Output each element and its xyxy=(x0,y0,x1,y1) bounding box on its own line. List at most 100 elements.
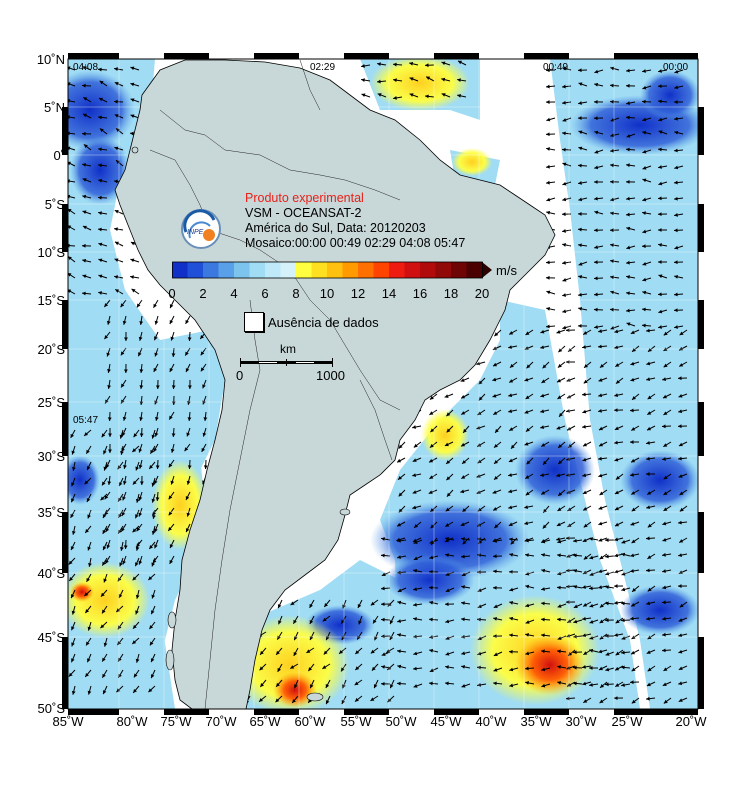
colorbar-segment xyxy=(188,262,204,278)
frame-tick xyxy=(62,402,68,456)
colorbar-segment xyxy=(203,262,219,278)
lon-label: 25˚W xyxy=(605,715,649,729)
colorbar-segment xyxy=(405,262,421,278)
region-date-label: América do Sul, Data: 20120203 xyxy=(245,221,426,235)
no-data-swatch xyxy=(244,312,264,332)
frame-tick xyxy=(698,637,704,709)
colorbar-tick-label: 10 xyxy=(312,287,342,301)
colorbar-tick-label: 16 xyxy=(405,287,435,301)
lon-label: 65˚W xyxy=(243,715,287,729)
frame-tick xyxy=(698,512,704,573)
colorbar-tick-label: 18 xyxy=(436,287,466,301)
frame-tick xyxy=(344,53,389,59)
product-info: INPE Produto experimental VSM - OCEANSAT… xyxy=(178,190,498,260)
lon-label: 85˚W xyxy=(46,715,90,729)
inpe-logo-icon: INPE xyxy=(180,208,222,250)
pass-time-label: 00:00 xyxy=(663,62,688,73)
no-data-label: Ausência de dados xyxy=(268,315,379,330)
lon-label: 35˚W xyxy=(514,715,558,729)
colorbar-segment xyxy=(172,262,188,278)
lat-label: 35˚S xyxy=(25,506,65,520)
colorbar-tick-label: 20 xyxy=(467,287,497,301)
scale-bar-lines xyxy=(240,358,336,368)
lon-label: 40˚W xyxy=(469,715,513,729)
lon-label: 70˚W xyxy=(199,715,243,729)
lat-label: 25˚S xyxy=(25,396,65,410)
colorbar-segment xyxy=(374,262,390,278)
mosaic-label: Mosaico:00:00 00:49 02:29 04:08 05:47 xyxy=(245,236,465,250)
pass-time-label: 04:08 xyxy=(73,62,98,73)
pass-time-label: 02:29 xyxy=(310,62,335,73)
lat-label: 5˚N xyxy=(25,101,65,115)
colorbar-segment xyxy=(389,262,405,278)
colorbar-tick-label: 12 xyxy=(343,287,373,301)
frame-tick xyxy=(164,53,209,59)
colorbar-arrow xyxy=(482,262,492,278)
frame-tick xyxy=(434,53,479,59)
lon-label: 45˚W xyxy=(424,715,468,729)
lat-label: 20˚S xyxy=(25,343,65,357)
colorbar-tick-label: 2 xyxy=(188,287,218,301)
lat-label: 15˚S xyxy=(25,294,65,308)
colorbar-tick-label: 14 xyxy=(374,287,404,301)
pass-time-label: 05:47 xyxy=(73,415,98,426)
colorbar-segment xyxy=(265,262,281,278)
colorbar-tick-label: 0 xyxy=(157,287,187,301)
colorbar-segment xyxy=(219,262,235,278)
scale-min-label: 0 xyxy=(236,368,243,383)
colorbar-segment xyxy=(436,262,452,278)
lat-label: 10˚S xyxy=(25,246,65,260)
lat-label: 0˚ xyxy=(25,149,65,163)
frame-tick xyxy=(524,53,569,59)
colorbar-tick-label: 6 xyxy=(250,287,280,301)
product-title: Produto experimental xyxy=(245,191,364,205)
pass-time-label: 00:49 xyxy=(543,62,568,73)
lon-label: 55˚W xyxy=(334,715,378,729)
colorbar-unit: m/s xyxy=(496,263,517,278)
colorbar-segment xyxy=(327,262,343,278)
colorbar-tick-label: 4 xyxy=(219,287,249,301)
lon-label: 30˚W xyxy=(559,715,603,729)
lon-label: 60˚W xyxy=(288,715,332,729)
colorbar-segment xyxy=(250,262,266,278)
colorbar-segment xyxy=(312,262,328,278)
colorbar-segment xyxy=(296,262,312,278)
scale-unit: km xyxy=(280,342,296,356)
colorbar-segment xyxy=(343,262,359,278)
frame-tick xyxy=(68,53,119,59)
sensor-label: VSM - OCEANSAT-2 xyxy=(245,206,361,220)
scale-bar: km 0 1000 xyxy=(236,342,366,382)
lat-label: 5˚S xyxy=(25,198,65,212)
frame-tick xyxy=(698,300,704,349)
colorbar-segment xyxy=(451,262,467,278)
lon-label: 80˚W xyxy=(110,715,154,729)
colorbar-segment xyxy=(358,262,374,278)
colorbar-tick-label: 8 xyxy=(281,287,311,301)
lat-label: 45˚S xyxy=(25,631,65,645)
colorbar-segment xyxy=(234,262,250,278)
no-data-legend: Ausência de dados xyxy=(244,312,424,334)
frame-tick xyxy=(62,512,68,573)
colorbar-scale xyxy=(172,259,512,289)
frame-tick xyxy=(698,402,704,456)
lat-label: 40˚S xyxy=(25,567,65,581)
lat-label: 30˚S xyxy=(25,450,65,464)
map-content xyxy=(45,55,710,715)
frame-tick xyxy=(254,53,299,59)
lon-label: 75˚W xyxy=(154,715,198,729)
colorbar-segment xyxy=(420,262,436,278)
colorbar-segment xyxy=(281,262,297,278)
frame-tick xyxy=(698,107,704,155)
lon-label: 20˚W xyxy=(669,715,713,729)
scale-max-label: 1000 xyxy=(316,368,345,383)
frame-tick xyxy=(614,53,698,59)
frame-tick xyxy=(698,204,704,252)
frame-tick xyxy=(62,637,68,709)
lon-label: 50˚W xyxy=(379,715,423,729)
logo-text: INPE xyxy=(187,229,204,236)
colorbar-segment xyxy=(467,262,483,278)
lat-label: 10˚N xyxy=(25,53,65,67)
